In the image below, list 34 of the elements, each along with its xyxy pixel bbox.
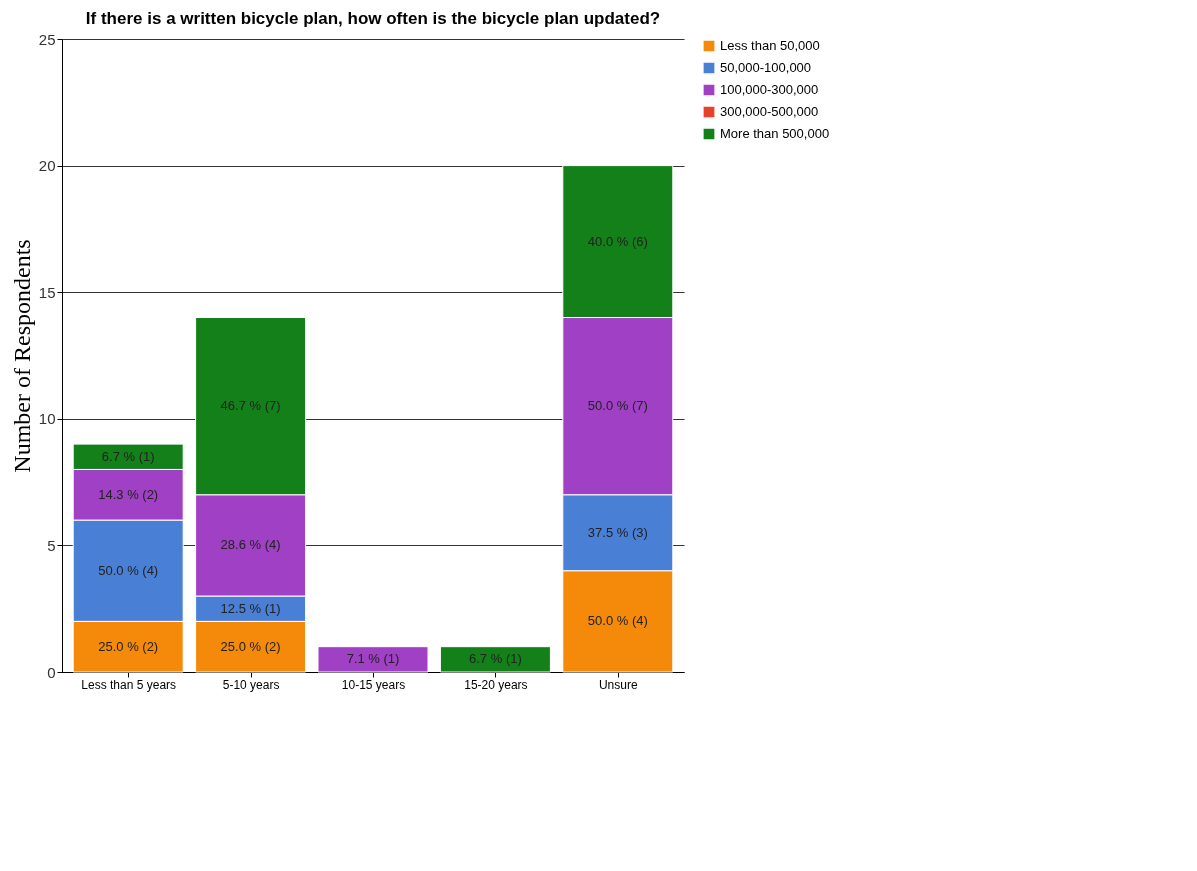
data-label: 6.7 % (1) — [101, 448, 155, 464]
data-label: 28.6 % (4) — [220, 537, 281, 553]
y-tick-label: 10 — [38, 410, 56, 428]
legend-label: 100,000-300,000 — [720, 82, 819, 97]
data-label: 46.7 % (7) — [220, 398, 281, 414]
legend-label: 300,000-500,000 — [720, 104, 819, 119]
data-label: 6.7 % (1) — [469, 651, 522, 667]
legend-label: More than 500,000 — [720, 126, 830, 141]
data-label: 25.0 % (2) — [98, 638, 159, 654]
x-tick-label: 15-20 years — [464, 677, 528, 692]
y-tick-label: 0 — [47, 663, 56, 681]
bar — [317, 646, 429, 673]
chart-title: If there is a written bicycle plan, how often is the bicycle plan updated? — [85, 9, 661, 28]
data-label: 50.0 % (4) — [587, 613, 648, 629]
data-label: 50.0 % (4) — [98, 562, 159, 578]
y-tick-label: 20 — [38, 157, 56, 175]
x-tick-label: Less than 5 years — [81, 677, 177, 692]
legend-label: 50,000-100,000 — [720, 60, 812, 75]
data-label: 50.0 % (7) — [587, 398, 648, 414]
data-label: 7.1 % (1) — [346, 651, 400, 667]
data-label: 12.5 % (1) — [220, 600, 281, 616]
y-tick-label: 25 — [38, 30, 56, 48]
data-label: 40.0 % (6) — [587, 233, 648, 249]
y-axis-title: Number of Respondents — [8, 239, 35, 473]
x-tick-label: Unsure — [598, 677, 638, 692]
data-label: 14.3 % (2) — [98, 486, 159, 502]
y-tick-label: 15 — [38, 283, 56, 301]
bar — [439, 646, 551, 673]
data-label: 37.5 % (3) — [587, 524, 648, 540]
data-label: 25.0 % (2) — [220, 638, 281, 654]
legend-label: Less than 50,000 — [720, 38, 820, 53]
x-tick-label: 10-15 years — [341, 677, 406, 692]
y-tick-label: 5 — [47, 536, 56, 554]
x-tick-label: 5-10 years — [222, 677, 280, 692]
